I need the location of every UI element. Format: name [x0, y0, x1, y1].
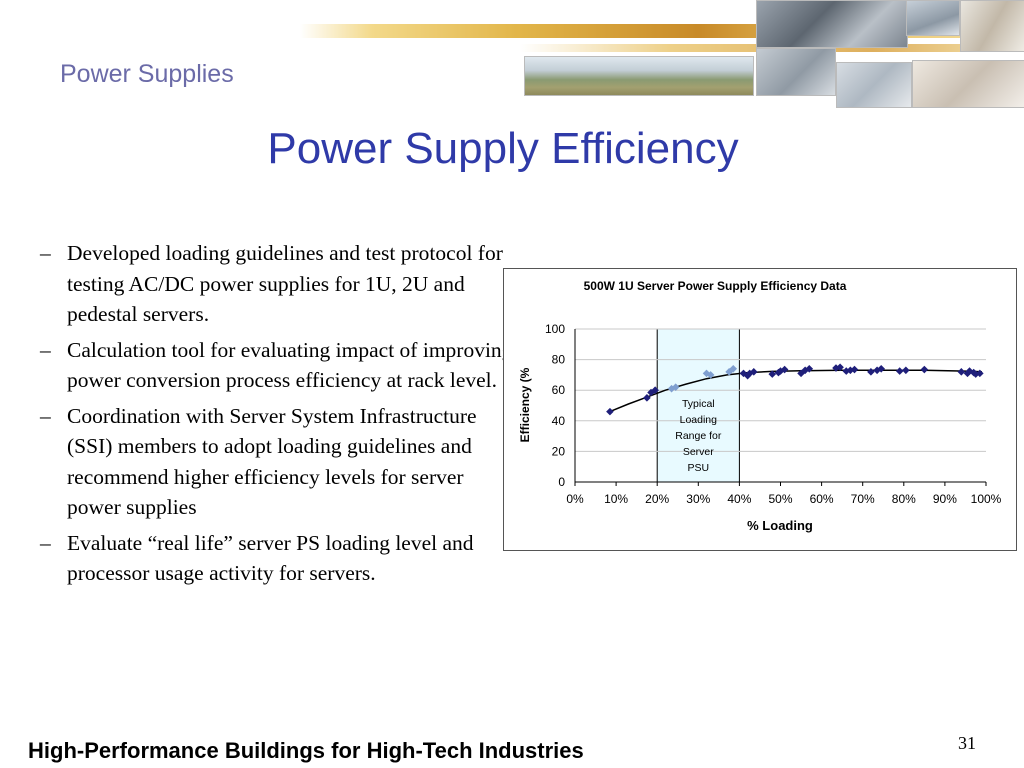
- data-point: [836, 363, 844, 372]
- data-point: [957, 368, 966, 376]
- data-point: [832, 364, 840, 372]
- x-tick-label: 10%: [604, 492, 628, 506]
- section-title: Power Supplies: [60, 60, 234, 88]
- y-tick-label: 40: [552, 414, 566, 428]
- data-point: [671, 383, 680, 391]
- photo-lab-worker: [912, 60, 1024, 108]
- highlight-region: [656, 328, 740, 483]
- chart-x-axis-label: % Loading: [747, 518, 813, 533]
- y-tick-label: 20: [552, 444, 566, 458]
- bullet-text: Calculation tool for evaluating impact o…: [67, 337, 513, 393]
- bullet-item: – Evaluate “real life” server PS loading …: [40, 528, 515, 589]
- page-number: 31: [958, 733, 976, 753]
- data-point: [606, 407, 614, 416]
- bullet-marker: –: [40, 403, 51, 428]
- x-tick-label: 50%: [768, 492, 792, 506]
- highlight-label-line: Server: [683, 446, 714, 458]
- x-tick-label: 30%: [686, 492, 710, 506]
- bullet-text: Coordination with Server System Infrastr…: [67, 403, 477, 520]
- chart-svg: 500W 1U Server Power Supply Efficiency D…: [518, 279, 1002, 533]
- chart-y-axis-label: Efficiency (%: [518, 367, 532, 442]
- highlight-label-line: Typical: [682, 398, 715, 410]
- data-point: [902, 366, 910, 375]
- data-point: [780, 365, 789, 374]
- bullet-text: Evaluate “real life” server PS loading l…: [67, 530, 474, 586]
- data-point: [867, 368, 875, 376]
- x-tick-label: 70%: [851, 492, 875, 506]
- chart-title: 500W 1U Server Power Supply Efficiency D…: [584, 279, 847, 293]
- y-tick-label: 100: [545, 322, 565, 336]
- bullet-item: – Calculation tool for evaluating impact …: [40, 335, 515, 396]
- photo-datacenter: [756, 48, 836, 96]
- y-tick-label: 60: [552, 383, 566, 397]
- data-point: [667, 384, 676, 393]
- bullet-item: – Coordination with Server System Infrast…: [40, 401, 515, 523]
- bullet-item: – Developed loading guidelines and test p…: [40, 238, 515, 330]
- data-point: [643, 394, 651, 402]
- data-point: [877, 364, 885, 373]
- x-tick-label: 40%: [727, 492, 751, 506]
- highlight-label-line: Loading: [680, 414, 718, 426]
- photo-building: [524, 56, 754, 96]
- slide-title: Power Supply Efficiency: [267, 124, 739, 173]
- y-tick-label: 0: [558, 475, 565, 489]
- bullet-marker: –: [40, 337, 51, 362]
- bullet-list: – Developed loading guidelines and test p…: [40, 238, 515, 594]
- photo-cleanroom: [836, 62, 912, 108]
- efficiency-chart: 500W 1U Server Power Supply Efficiency D…: [503, 268, 1017, 551]
- data-point: [729, 364, 738, 373]
- photo-lab: [960, 0, 1024, 52]
- photo-server-racks: [756, 0, 908, 48]
- bullet-text: Developed loading guidelines and test pr…: [67, 241, 503, 326]
- x-tick-label: 100%: [971, 492, 1002, 506]
- bullet-marker: –: [40, 241, 51, 265]
- bullet-marker: –: [40, 530, 51, 555]
- photo-equipment: [906, 0, 960, 36]
- x-tick-label: 20%: [645, 492, 669, 506]
- data-point: [976, 369, 984, 378]
- data-point: [768, 370, 777, 378]
- x-tick-label: 0%: [566, 492, 584, 506]
- data-point: [895, 367, 904, 375]
- x-tick-label: 60%: [810, 492, 834, 506]
- footer-title: High-Performance Buildings for High-Tech…: [28, 738, 584, 763]
- data-point: [651, 386, 659, 394]
- data-point: [647, 388, 655, 397]
- data-point: [920, 365, 929, 374]
- highlight-label-line: PSU: [688, 462, 710, 474]
- y-tick-label: 80: [552, 353, 566, 367]
- highlight-label-line: Range for: [675, 430, 722, 442]
- data-point: [846, 366, 855, 375]
- x-tick-label: 90%: [933, 492, 957, 506]
- data-point: [873, 366, 881, 375]
- x-tick-label: 80%: [892, 492, 916, 506]
- data-point: [749, 368, 758, 376]
